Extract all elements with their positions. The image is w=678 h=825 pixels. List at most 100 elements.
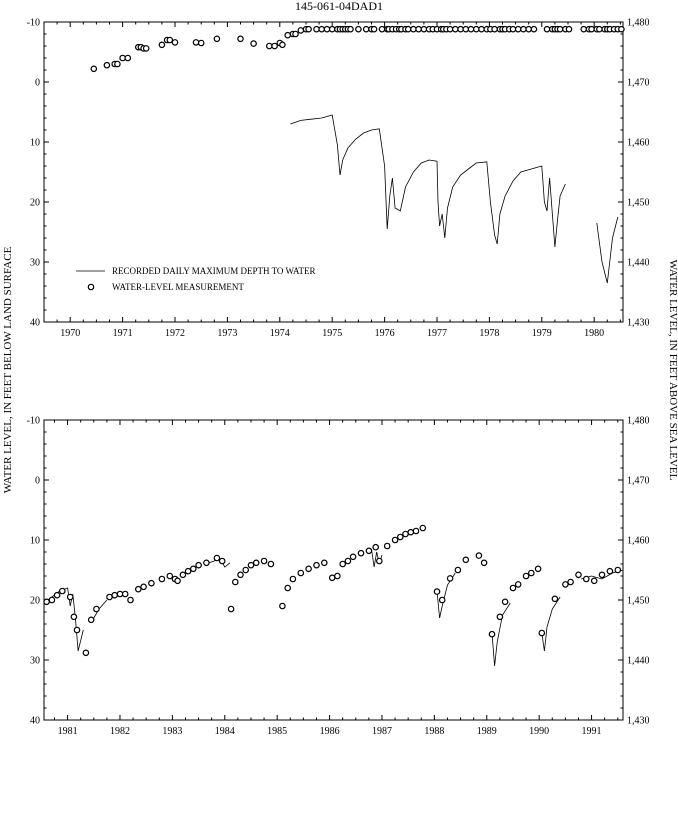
measurement-point-top-67	[478, 25, 485, 33]
daily-depth-line-bottom-5	[491, 602, 511, 667]
measurement-point-top-76	[514, 25, 522, 33]
y-tick-label-left-bottom-4: 30	[30, 656, 40, 667]
x-tick-label-top-0: 1970	[60, 328, 80, 339]
measurement-point-bottom-60	[433, 588, 441, 595]
measurement-point-top-19	[265, 42, 273, 50]
measurement-point-top-51	[404, 25, 412, 33]
y-tick-label-left-top-1: 0	[35, 78, 40, 89]
x-tick-label-top-1: 1971	[113, 328, 133, 339]
measurement-point-bottom-36	[267, 560, 275, 568]
measurement-point-top-40	[362, 25, 370, 33]
measurement-point-bottom-24	[190, 565, 197, 573]
x-tick-label-bottom-10: 1991	[582, 726, 602, 737]
y-tick-label-right-bottom-0: 1,480	[627, 416, 650, 427]
measurement-point-top-13	[171, 39, 179, 46]
measurement-point-top-14	[192, 39, 200, 46]
y-tick-label-left-top-4: 30	[30, 258, 40, 269]
measurement-point-top-75	[509, 25, 517, 33]
y-tick-label-right-top-2: 1,460	[627, 138, 650, 149]
y-tick-label-right-top-4: 1,440	[627, 258, 650, 269]
measurement-point-bottom-54	[391, 536, 399, 544]
measurement-point-bottom-31	[237, 571, 244, 579]
measurement-point-bottom-5	[70, 613, 78, 621]
measurement-point-bottom-51	[372, 543, 380, 551]
left-axis-label: WATER LEVEL, IN FEET BELOW LAND SURFACE	[2, 246, 14, 493]
measurement-point-bottom-75	[538, 629, 546, 637]
measurement-point-bottom-73	[527, 569, 535, 577]
measurement-point-top-89	[588, 25, 595, 33]
x-tick-label-bottom-6: 1987	[372, 726, 392, 737]
measurement-point-bottom-40	[297, 569, 305, 577]
y-tick-label-left-top-3: 20	[30, 198, 40, 209]
measurement-point-bottom-11	[111, 591, 119, 599]
measurement-point-bottom-29	[227, 605, 235, 613]
measurement-point-bottom-16	[140, 583, 147, 591]
measurement-point-top-1	[103, 61, 111, 69]
measurement-point-bottom-48	[349, 553, 357, 561]
legend-marker-label: WATER-LEVEL MEASUREMENT	[112, 282, 244, 292]
measurement-point-bottom-45	[334, 572, 341, 580]
measurement-point-bottom-65	[475, 552, 483, 559]
measurement-point-top-0	[90, 65, 98, 73]
measurement-point-bottom-27	[213, 554, 221, 562]
measurement-point-bottom-1	[48, 596, 56, 604]
measurement-point-bottom-9	[93, 605, 100, 613]
measurement-point-bottom-6	[73, 626, 81, 634]
x-tick-label-top-6: 1976	[375, 328, 395, 339]
y-tick-label-left-bottom-1: 0	[35, 476, 40, 487]
measurement-point-top-31	[323, 25, 331, 33]
measurement-point-bottom-79	[575, 571, 582, 579]
measurement-point-top-66	[472, 25, 480, 33]
measurement-point-bottom-8	[87, 616, 95, 624]
y-tick-label-left-top-2: 10	[30, 138, 40, 149]
y-tick-label-left-bottom-3: 20	[30, 596, 40, 607]
measurement-point-bottom-10	[106, 593, 113, 601]
measurement-point-bottom-78	[567, 578, 574, 586]
x-tick-label-bottom-5: 1986	[320, 726, 340, 737]
measurement-point-bottom-70	[509, 584, 517, 592]
measurement-point-bottom-23	[184, 567, 192, 575]
daily-depth-line-bottom-6	[541, 596, 561, 652]
measurement-point-bottom-77	[562, 581, 569, 588]
measurement-point-bottom-63	[454, 566, 462, 574]
measurement-point-bottom-74	[534, 565, 542, 573]
measurement-point-bottom-82	[598, 571, 606, 579]
measurement-point-bottom-49	[357, 549, 365, 557]
measurement-point-top-62	[451, 25, 459, 33]
measurement-point-bottom-58	[412, 527, 420, 535]
measurement-point-bottom-4	[66, 593, 74, 601]
measurement-point-bottom-69	[501, 598, 509, 606]
measurement-point-top-63	[457, 25, 464, 33]
x-tick-label-top-5: 1975	[322, 328, 342, 339]
measurement-point-bottom-41	[305, 565, 312, 573]
y-tick-label-left-bottom-2: 10	[30, 536, 40, 547]
measurement-point-bottom-61	[438, 596, 446, 604]
measurement-point-bottom-34	[252, 559, 260, 567]
measurement-point-top-30	[318, 25, 326, 33]
chart-panel-1970s: -10 0 10 20 30 40 1,480 1,470 1,460 1,450 1,440 1,4…	[27, 18, 650, 340]
measurement-point-top-17	[237, 35, 244, 43]
measurement-point-bottom-43	[320, 559, 328, 567]
measurement-point-top-53	[415, 25, 422, 33]
measurement-point-bottom-30	[232, 578, 239, 586]
measurement-point-bottom-46	[339, 560, 347, 568]
measurement-point-top-25	[292, 30, 299, 38]
measurement-point-bottom-35	[260, 557, 268, 565]
measurement-point-bottom-32	[242, 566, 250, 574]
x-tick-label-bottom-8: 1989	[477, 726, 497, 737]
x-tick-label-top-4: 1974	[270, 328, 290, 339]
measurement-point-bottom-42	[313, 561, 320, 569]
measurement-point-bottom-3	[58, 587, 66, 595]
measurement-point-top-78	[525, 25, 533, 33]
x-tick-label-top-8: 1978	[479, 328, 499, 339]
y-tick-label-right-bottom-1: 1,470	[627, 476, 650, 487]
measurement-point-top-87	[580, 25, 588, 33]
measurement-point-bottom-68	[496, 613, 504, 621]
measurement-point-bottom-83	[606, 567, 614, 575]
y-tick-label-right-top-1: 1,470	[627, 78, 650, 89]
y-tick-label-left-bottom-0: -10	[27, 416, 40, 427]
measurement-point-top-28	[305, 25, 312, 33]
y-tick-label-left-top-5: 40	[30, 318, 40, 329]
daily-depth-line-top-0	[290, 114, 566, 248]
